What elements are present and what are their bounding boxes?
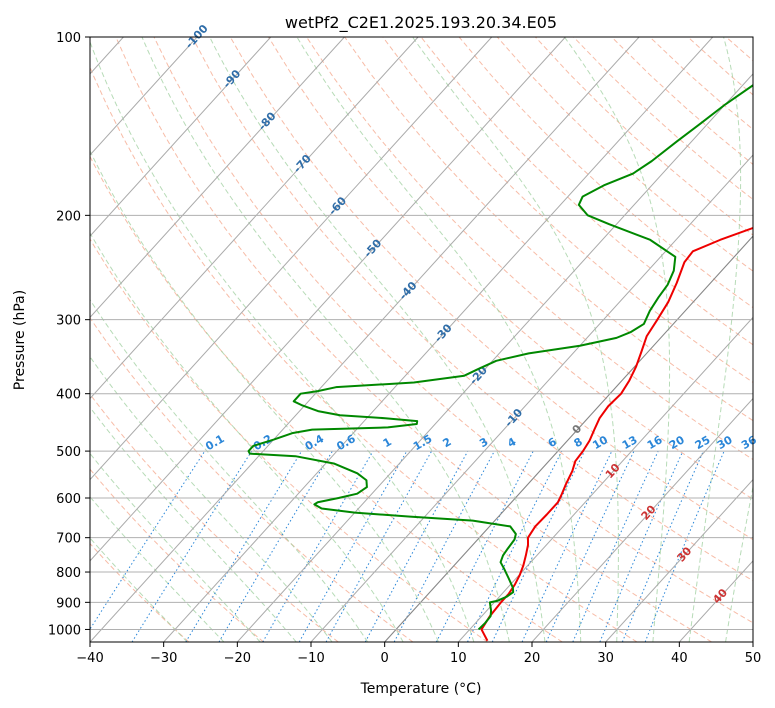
sounding-profiles xyxy=(247,84,753,642)
dry-adiabat xyxy=(115,37,712,642)
x-axis-ticks: −40 −30 −20 −10 0 10 20 30 40 50 xyxy=(76,642,761,666)
dry-adiabat xyxy=(191,37,753,582)
x-tick-label: −30 xyxy=(150,651,177,666)
dry-adiabat xyxy=(153,37,753,624)
y-tick-label: 1000 xyxy=(48,623,81,638)
y-tick-label: 500 xyxy=(56,445,81,460)
y-tick-label: 300 xyxy=(56,314,81,329)
dry-adiabat xyxy=(229,37,753,541)
mixing-ratio-line xyxy=(435,450,534,642)
y-tick-label: 200 xyxy=(56,209,81,224)
dry-adiabat xyxy=(90,238,488,642)
isotherm-line xyxy=(90,37,493,481)
x-tick-label: −20 xyxy=(224,651,251,666)
plot-frame xyxy=(89,36,754,643)
mixing-ratio-line xyxy=(621,450,704,642)
dry-adiabat xyxy=(458,37,753,309)
y-tick-label: 100 xyxy=(56,31,81,46)
mixing-ratio-line xyxy=(298,450,408,642)
dry-adiabat xyxy=(90,65,638,642)
moist-adiabat xyxy=(90,298,369,642)
moist-adiabat xyxy=(90,496,225,642)
moist-adiabat xyxy=(90,40,475,642)
isotherm-line xyxy=(310,154,753,642)
mixing-ratio-line xyxy=(599,450,684,642)
x-tick-label: 50 xyxy=(745,651,762,666)
x-tick-label: 20 xyxy=(524,651,541,666)
y-tick-label: 900 xyxy=(56,596,81,611)
profile-line xyxy=(480,226,753,642)
isotherm-line xyxy=(90,37,345,319)
x-axis-label: Temperature (°C) xyxy=(360,681,482,697)
x-tick-label: 30 xyxy=(597,651,614,666)
moist-adiabat xyxy=(725,484,753,642)
chart-title: wetPf2_C2E1.2025.193.20.34.E05 xyxy=(285,13,557,33)
dry-adiabat xyxy=(344,37,753,422)
moist-adiabat xyxy=(296,37,582,642)
moist-adiabat xyxy=(90,232,404,642)
skewt-background-lines xyxy=(90,37,753,642)
isotherm-line xyxy=(531,397,753,642)
isotherm-line xyxy=(90,37,566,562)
moist-adiabat xyxy=(90,452,261,642)
x-tick-label: 10 xyxy=(450,651,467,666)
moist-adiabat xyxy=(90,537,188,642)
isotherm-line xyxy=(90,37,198,156)
dry-adiabat xyxy=(306,37,753,461)
y-axis-ticks: 100 200 300 400 500 600 700 800 900 1000 xyxy=(48,31,90,638)
isotherm-line xyxy=(236,73,753,642)
y-tick-label: 600 xyxy=(56,492,81,507)
mixing-ratio-line xyxy=(572,450,659,642)
mixing-ratio-line xyxy=(364,450,469,642)
isotherm-line xyxy=(90,37,640,642)
moist-adiabat xyxy=(90,149,439,642)
isotherm-line xyxy=(90,37,272,237)
isotherm-line xyxy=(605,478,753,642)
dry-adiabat xyxy=(420,37,753,346)
moist-adiabat xyxy=(209,37,546,642)
isotherm-line xyxy=(457,316,753,642)
moist-adiabat xyxy=(412,37,619,642)
mixing-ratio-line xyxy=(90,450,206,631)
mixing-ratio-line xyxy=(325,450,433,642)
x-tick-label: −40 xyxy=(76,651,103,666)
y-tick-label: 800 xyxy=(56,566,81,581)
isotherm-line xyxy=(90,37,419,400)
x-tick-label: −10 xyxy=(297,651,324,666)
isotherm-line xyxy=(163,37,714,642)
moist-adiabat xyxy=(90,406,297,642)
x-tick-label: 0 xyxy=(381,651,389,666)
moist-adiabat xyxy=(564,37,671,642)
x-tick-label: 40 xyxy=(671,651,688,666)
mixing-ratio-line xyxy=(467,450,563,642)
y-tick-label: 700 xyxy=(56,532,81,547)
mixing-ratio-line xyxy=(185,450,303,642)
profile-line xyxy=(247,84,753,631)
y-axis-label: Pressure (hPa) xyxy=(12,290,28,390)
zero-isotherm xyxy=(384,235,753,642)
y-tick-label: 400 xyxy=(56,388,81,403)
moist-adiabat xyxy=(688,37,742,642)
